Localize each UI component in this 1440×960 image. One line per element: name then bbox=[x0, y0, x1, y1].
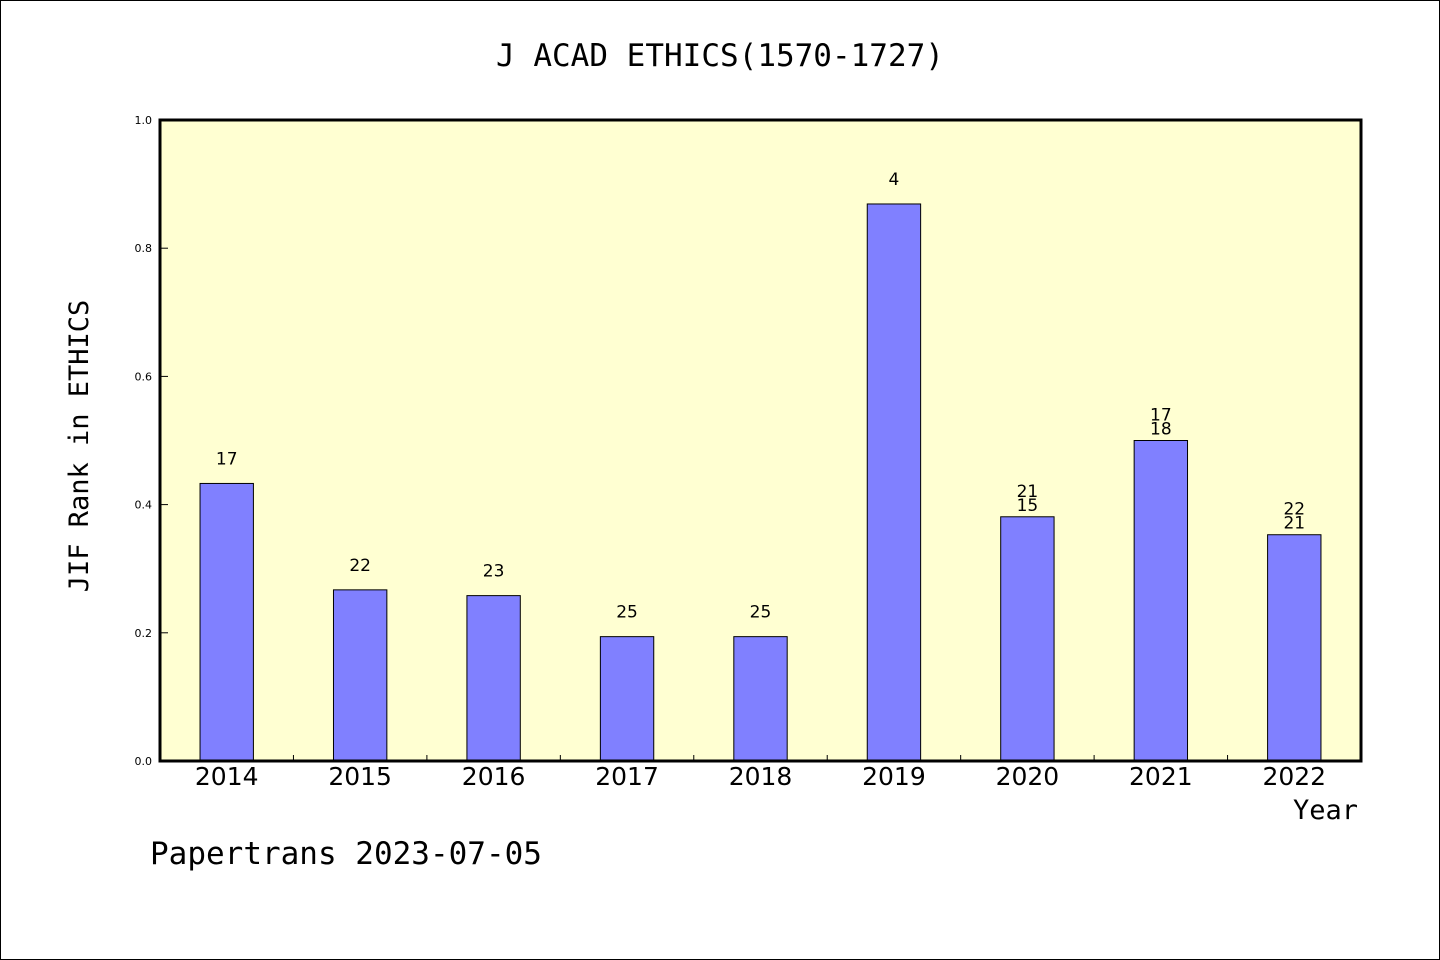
y-tick-label: 0.8 bbox=[135, 242, 153, 255]
bar-rank-label: 18 bbox=[1150, 420, 1172, 440]
bar-2022 bbox=[1267, 534, 1322, 762]
x-tick-label: 2017 bbox=[595, 762, 659, 791]
bar-2014 bbox=[199, 482, 254, 762]
bar-rank-label: 22 bbox=[349, 556, 371, 576]
bar-rank-label: 21 bbox=[1017, 482, 1039, 502]
x-axis-ticks: 2014 2015 2016 2017 2018 2019 2020 2021 2022 bbox=[195, 755, 1326, 791]
x-tick-label: 2015 bbox=[328, 762, 392, 791]
y-axis-ticks: 0.0 0.2 0.4 0.6 0.8 1.0 bbox=[135, 114, 168, 768]
bar-rank-label: 25 bbox=[750, 603, 772, 623]
y-tick-label: 0.0 bbox=[135, 755, 153, 768]
x-tick-label: 2018 bbox=[729, 762, 793, 791]
footer-watermark: Papertrans 2023-07-05 bbox=[150, 836, 542, 872]
bars-group bbox=[199, 203, 1322, 762]
bar-rank-label: 15 bbox=[1017, 496, 1039, 516]
bar-2016 bbox=[466, 595, 521, 762]
x-tick-label: 2021 bbox=[1129, 762, 1193, 791]
y-tick-label: 0.6 bbox=[135, 370, 153, 383]
bar-rank-label: 21 bbox=[1283, 514, 1305, 534]
bar-rank-label: 17 bbox=[1150, 406, 1172, 426]
bar-2019 bbox=[866, 203, 922, 762]
bar-2017 bbox=[599, 636, 655, 762]
x-axis-label: Year bbox=[1293, 795, 1358, 826]
plot-border bbox=[158, 118, 1363, 763]
bar-rank-label: 4 bbox=[889, 170, 900, 190]
y-tick-label: 0.4 bbox=[135, 499, 153, 512]
bar-2021 bbox=[1133, 440, 1189, 762]
x-tick-label: 2022 bbox=[1262, 762, 1326, 791]
bar-2018 bbox=[733, 636, 788, 762]
bar-rank-label: 22 bbox=[1283, 500, 1305, 520]
y-tick-label: 1.0 bbox=[135, 114, 153, 127]
bar-rank-label: 17 bbox=[216, 449, 238, 469]
bar-rank-label: 23 bbox=[483, 562, 505, 582]
bar-rank-label: 25 bbox=[616, 603, 638, 623]
chart-title: J ACAD ETHICS(1570-1727) bbox=[496, 38, 944, 74]
x-tick-label: 2020 bbox=[996, 762, 1060, 791]
y-tick-label: 0.2 bbox=[135, 627, 153, 640]
x-tick-label: 2016 bbox=[462, 762, 526, 791]
y-axis-label: JIF Rank in ETHICS bbox=[64, 300, 95, 593]
bar-2020 bbox=[1000, 516, 1055, 762]
x-tick-label: 2019 bbox=[862, 762, 926, 791]
x-tick-label: 2014 bbox=[195, 762, 259, 791]
bar-2015 bbox=[332, 589, 388, 762]
